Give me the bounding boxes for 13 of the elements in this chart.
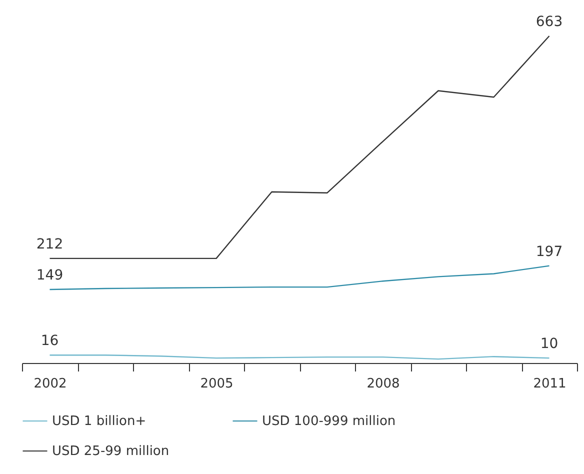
legend-label: USD 100-999 million <box>262 414 396 429</box>
legend-label: USD 1 billion+ <box>52 414 146 429</box>
x-tick-label: 2005 <box>200 376 234 392</box>
data-label: 212 <box>36 236 64 252</box>
data-label: 663 <box>536 14 563 30</box>
data-label: 16 <box>40 333 59 350</box>
legend-label: USD 25-99 million <box>52 444 170 459</box>
x-tick-label: 2008 <box>366 376 400 392</box>
x-tick-label: 2011 <box>533 376 566 392</box>
data-label: 149 <box>36 268 64 284</box>
data-label: 10 <box>540 336 558 352</box>
x-tick-label: 2002 <box>34 376 67 392</box>
data-label: 197 <box>536 244 563 260</box>
